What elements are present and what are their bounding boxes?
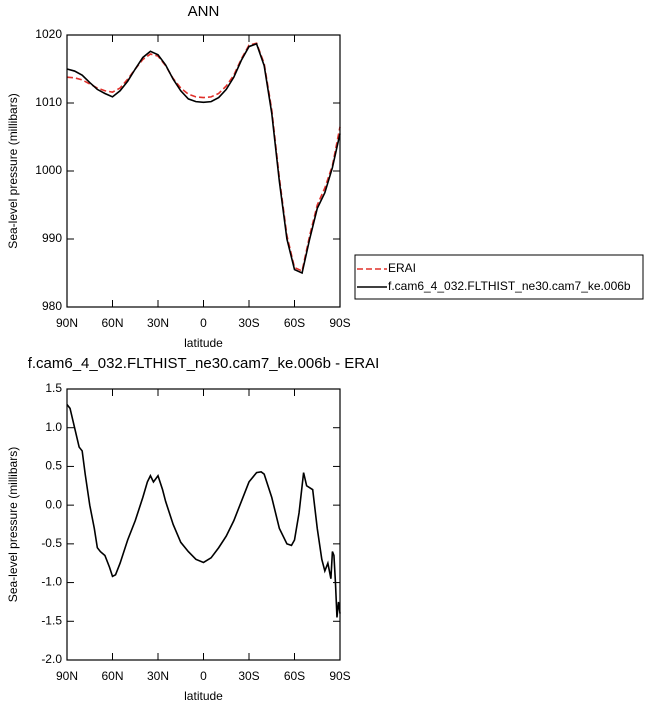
legend-label: ERAI	[388, 261, 416, 275]
y-tick-label: 990	[42, 231, 62, 245]
plot-frame	[66, 34, 341, 308]
y-tick-label: 0.5	[45, 459, 62, 473]
x-tick-label: 30N	[147, 316, 169, 330]
y-axis-label: Sea-level pressure (millibars)	[6, 447, 20, 602]
x-tick-label: 0	[200, 316, 207, 330]
y-tick-label: 1000	[35, 163, 62, 177]
x-tick-label: 90N	[56, 669, 78, 683]
x-tick-label: 90N	[56, 316, 78, 330]
y-tick-label: 980	[42, 299, 62, 313]
x-tick-label: 30S	[238, 316, 259, 330]
y-tick-label: -1.0	[41, 575, 62, 589]
x-tick-label: 60S	[284, 316, 305, 330]
y-tick-label: 1.5	[45, 381, 62, 395]
y-tick-label: 0.0	[45, 497, 62, 511]
data-line	[66, 42, 341, 273]
x-tick-label: 30N	[147, 669, 169, 683]
x-tick-label: 60S	[284, 669, 305, 683]
chart-title: f.cam6_4_032.FLTHIST_ne30.cam7_ke.006b -…	[28, 355, 380, 372]
legend-box	[354, 254, 644, 300]
plot-frame	[66, 388, 341, 661]
y-tick-label: 1.0	[45, 420, 62, 434]
x-tick-label: 30S	[238, 669, 259, 683]
x-tick-label: 0	[200, 669, 207, 683]
x-tick-label: 60N	[101, 669, 123, 683]
data-line	[66, 403, 341, 618]
x-tick-label: 90S	[329, 669, 350, 683]
y-tick-label: -1.5	[41, 613, 62, 627]
x-tick-label: 60N	[101, 316, 123, 330]
y-tick-label: 1010	[35, 95, 62, 109]
y-tick-label: 1020	[35, 27, 62, 41]
chart-title: ANN	[188, 3, 220, 20]
data-line	[66, 42, 341, 275]
legend-label: f.cam6_4_032.FLTHIST_ne30.cam7_ke.006b	[388, 279, 631, 293]
y-tick-label: -2.0	[41, 652, 62, 666]
y-tick-label: -0.5	[41, 536, 62, 550]
x-tick-label: 90S	[329, 316, 350, 330]
y-axis-label: Sea-level pressure (millibars)	[6, 93, 20, 248]
x-axis-label: latitude	[184, 336, 223, 350]
x-axis-label: latitude	[184, 689, 223, 703]
